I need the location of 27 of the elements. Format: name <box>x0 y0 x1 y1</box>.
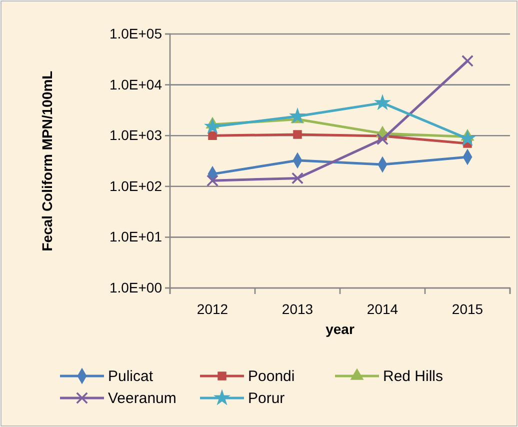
legend-label: Red Hills <box>383 368 444 385</box>
legend-label: Pulicat <box>108 368 154 385</box>
y-tick-label: 1.0E+01 <box>109 228 162 245</box>
point <box>206 174 219 187</box>
point <box>208 131 217 140</box>
point <box>376 133 389 146</box>
y-tick-label: 1.0E+02 <box>109 178 162 194</box>
y-tick-label: 1.0E+05 <box>109 25 162 42</box>
legend-label: Porur <box>248 390 285 407</box>
x-axis-title: year <box>326 321 355 337</box>
point <box>291 172 304 184</box>
x-tick-label: 2014 <box>366 301 398 317</box>
x-tick-label: 2012 <box>196 301 228 317</box>
point <box>460 130 475 146</box>
legend-label: Poondi <box>248 368 295 385</box>
y-tick-label: 1.0E+00 <box>109 279 162 296</box>
legend-label: Veeranum <box>108 390 176 407</box>
point <box>290 108 305 123</box>
point <box>375 95 390 110</box>
y-tick-label: 1.0E+03 <box>109 127 162 144</box>
point <box>205 118 220 134</box>
y-axis-title: Fecal Coliform MPN/100mL <box>39 70 55 252</box>
x-tick-label: 2013 <box>282 301 314 317</box>
point <box>461 54 474 67</box>
y-tick-label: 1.0E+04 <box>109 76 162 92</box>
point <box>293 130 302 139</box>
x-tick-label: 2015 <box>452 301 484 317</box>
